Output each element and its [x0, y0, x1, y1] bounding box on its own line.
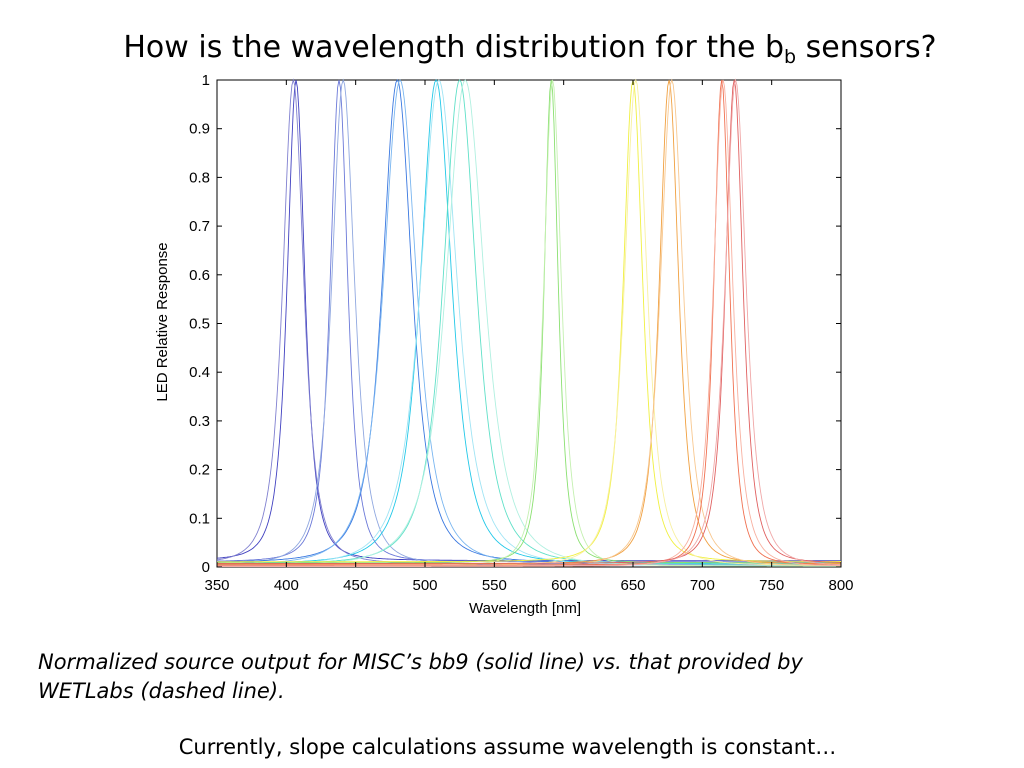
x-tick-label-500: 500: [412, 577, 437, 594]
y-tick-label-1: 0.1: [189, 510, 210, 527]
y-axis-label: LED Relative Response: [154, 242, 171, 401]
series-line-11: [217, 79, 841, 564]
y-tick-label-4: 0.4: [189, 364, 210, 381]
x-tick-label-750: 750: [759, 577, 784, 594]
axes-frame: [216, 79, 842, 568]
caption: Normalized source output for MISC’s bb9 …: [38, 648, 938, 706]
slide-title: How is the wavelength distribution for t…: [0, 30, 1024, 68]
y-tick-label-5: 0.5: [189, 316, 210, 333]
caption-line-1: Normalized source output for MISC’s bb9 …: [38, 650, 803, 674]
footnote: Currently, slope calculations assume wav…: [178, 735, 837, 759]
y-tick-label-6: 0.6: [189, 267, 210, 284]
series-line-20: [217, 78, 842, 567]
title-subscript: b: [784, 46, 797, 68]
x-tick-label-800: 800: [828, 577, 853, 594]
x-tick-label-700: 700: [690, 577, 715, 594]
y-tick-label-10: 1: [202, 72, 210, 89]
x-tick-label-350: 350: [204, 577, 229, 594]
x-tick-label-600: 600: [551, 577, 576, 594]
y-tick-label-8: 0.8: [189, 169, 210, 186]
series-line-17: [217, 79, 841, 566]
tick-layer: 350 400 450 500 550 600 650 700 750 800 0 0.1 0.2 0.3…: [189, 72, 853, 594]
series-line-19: [217, 79, 841, 564]
y-tick-label-9: 0.9: [189, 121, 210, 138]
x-tick-label-400: 400: [274, 577, 299, 594]
x-tick-label-550: 550: [482, 577, 507, 594]
y-tick-label-0: 0: [202, 559, 210, 576]
x-tick-label-450: 450: [343, 577, 368, 594]
x-tick-label-650: 650: [620, 577, 645, 594]
series-layer: [216, 78, 842, 567]
plot-area: [216, 79, 842, 568]
y-tick-label-3: 0.3: [189, 413, 210, 430]
title-end: sensors?: [796, 30, 937, 65]
y-tick-label-7: 0.7: [189, 218, 210, 235]
series-line-18: [217, 79, 842, 567]
series-line-13: [217, 79, 841, 563]
title-text: How is the wavelength distribution for t…: [123, 30, 785, 65]
x-axis-label: Wavelength [nm]: [469, 600, 581, 617]
y-tick-label-2: 0.2: [189, 462, 210, 479]
caption-line-2: WETLabs (dashed line).: [38, 679, 285, 703]
series-line-3: [217, 79, 841, 563]
